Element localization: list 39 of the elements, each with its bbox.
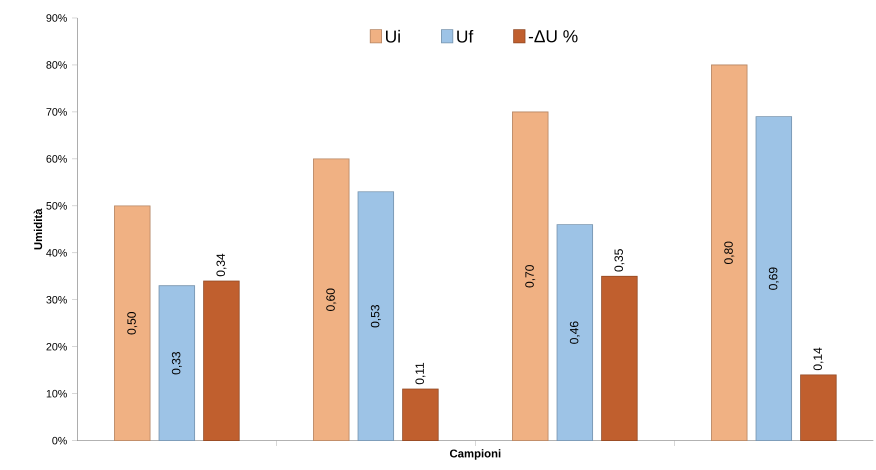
bar [313, 158, 350, 442]
legend-label: -ΔU % [528, 30, 578, 42]
bar [512, 112, 548, 442]
bar [756, 116, 792, 442]
x-axis-title: Campioni [450, 449, 500, 460]
data-label: 0,14 [813, 348, 824, 370]
y-tick-label: 20% [46, 342, 67, 351]
legend-label: Ui [386, 30, 400, 43]
y-axis-title: Umidità [34, 208, 42, 250]
data-label: 0,70 [525, 265, 536, 288]
y-tick-label: 80% [46, 61, 67, 69]
bar [114, 205, 150, 442]
bar [402, 388, 439, 442]
y-tick-label: 90% [46, 14, 67, 22]
data-label: 0,46 [570, 321, 580, 344]
data-label: 0,34 [216, 254, 226, 276]
y-tick-label: 30% [46, 296, 67, 304]
bar [158, 285, 196, 442]
data-label: 0,35 [614, 249, 624, 272]
data-label: 0,80 [724, 242, 734, 264]
bar [556, 224, 594, 442]
data-label: 0,33 [172, 352, 182, 374]
y-tick-label: 70% [46, 108, 67, 116]
data-label: 0,11 [415, 362, 426, 384]
bar [203, 280, 240, 442]
data-label: 0,53 [370, 305, 381, 328]
bar [711, 64, 748, 442]
bar [800, 374, 837, 442]
bar [601, 276, 638, 442]
y-tick-label: 10% [46, 390, 67, 398]
data-label: 0,60 [326, 288, 336, 311]
data-label: 0,69 [768, 268, 779, 290]
legend-label: Uf [457, 30, 474, 43]
bar [358, 191, 394, 442]
y-tick-label: 40% [46, 249, 67, 257]
y-tick-label: 0% [52, 436, 67, 444]
data-label: 0,50 [127, 312, 138, 334]
y-tick-label: 60% [46, 155, 67, 163]
y-tick-label: 50% [46, 202, 67, 210]
